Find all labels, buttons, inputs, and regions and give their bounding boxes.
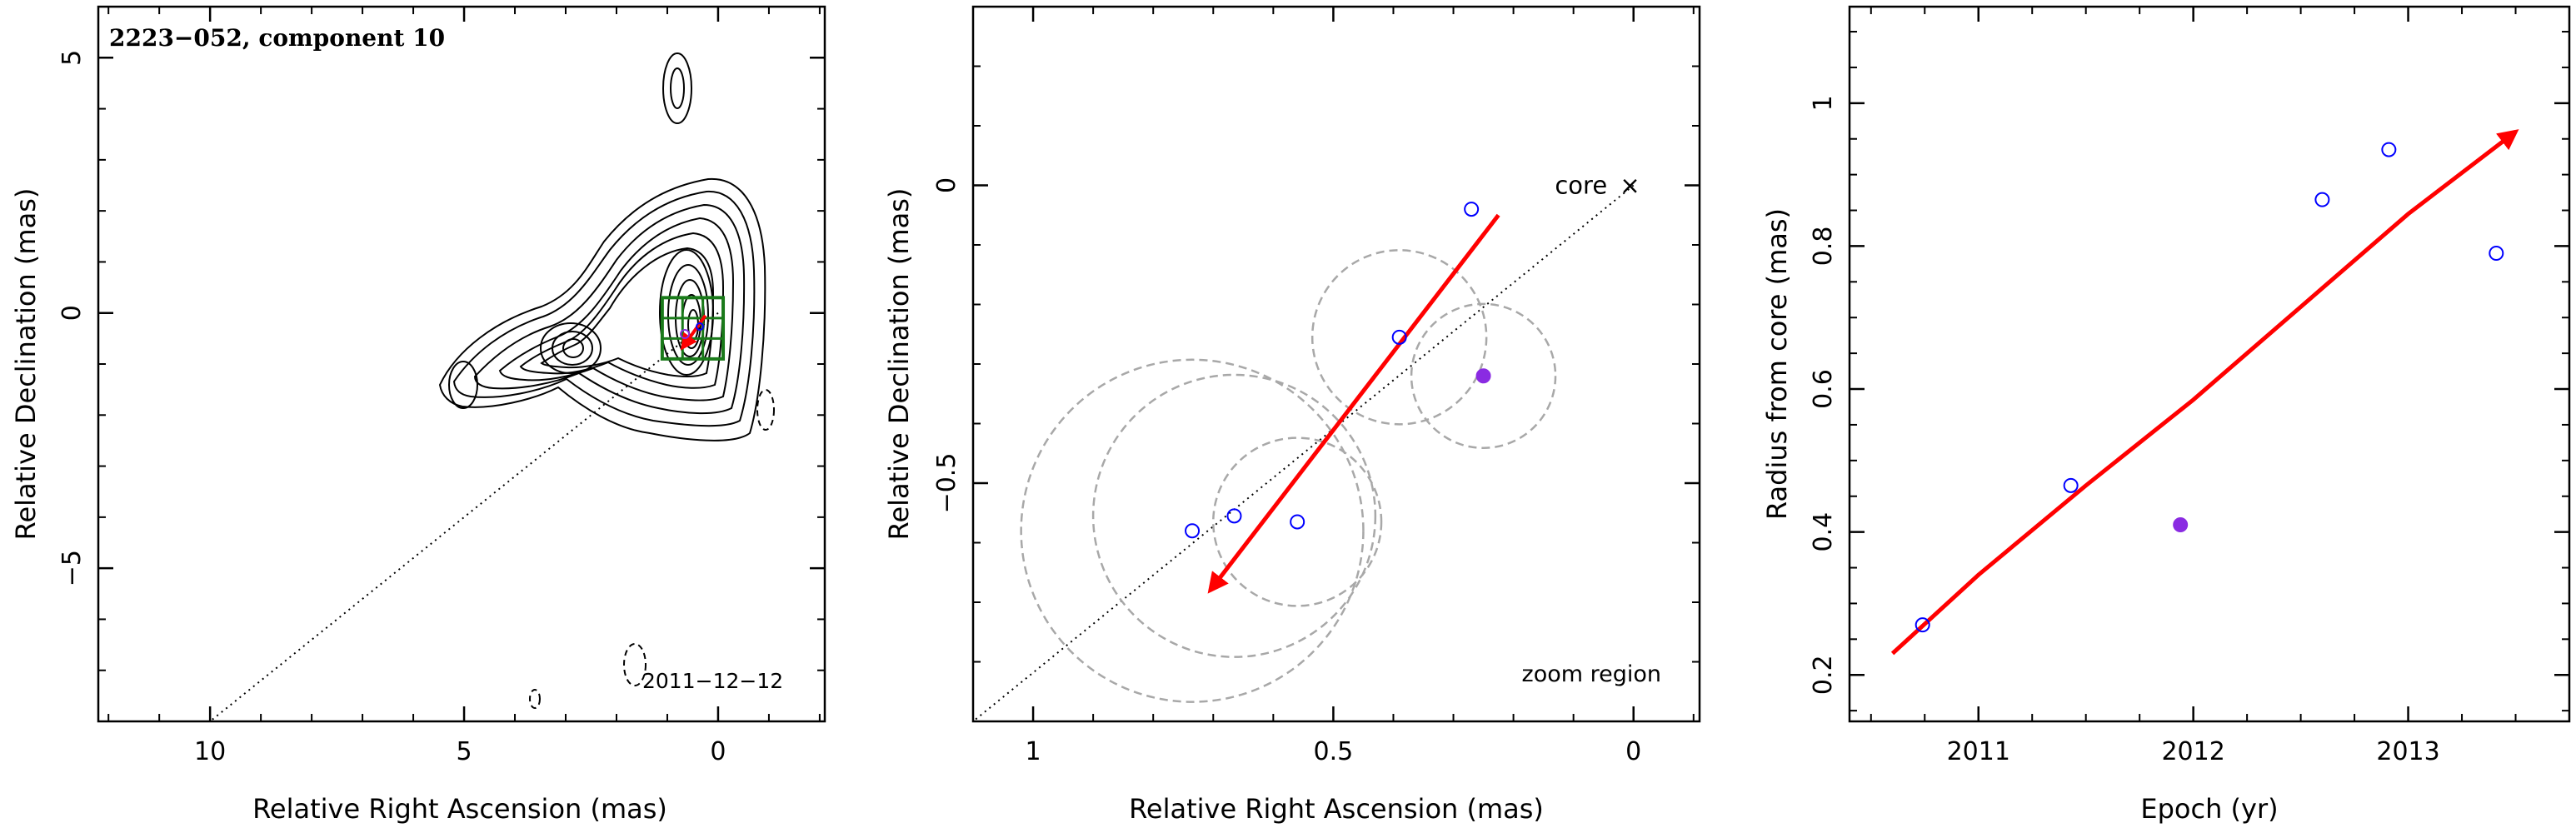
component-point-filled <box>1475 368 1491 384</box>
component-point <box>1391 329 1407 345</box>
radius-point <box>2314 192 2330 207</box>
component-point <box>1290 514 1305 530</box>
y-tick-label: −0.5 <box>932 453 961 514</box>
y-axis-label: Radius from core (mas) <box>1761 208 1793 520</box>
contour-knot-2 <box>552 331 593 366</box>
radius-point-filled <box>2173 517 2189 533</box>
radius-epoch-panel: 2011 2012 2013 0.2 0.4 0.6 0.8 1 Epoch (yr) Rad… <box>1761 5 2571 825</box>
x-axis-label: Relative Right Ascension (mas) <box>252 793 667 825</box>
core-label-text: core <box>1555 172 1607 200</box>
contour-blob-top-1 <box>662 52 692 124</box>
component-size-circle <box>1212 436 1383 607</box>
x-tick-label: 0 <box>1625 737 1641 766</box>
component-point <box>1464 202 1480 217</box>
y-tick-label: 0.4 <box>1809 512 1838 552</box>
component-marker <box>680 329 690 339</box>
component-point <box>1226 508 1242 524</box>
x-tick-label: 2011 <box>1947 737 2010 766</box>
x-tick-label: 5 <box>457 737 472 766</box>
y-tick-label: −5 <box>57 550 87 586</box>
core-marker: × <box>1620 172 1640 200</box>
plot-frame <box>97 5 826 723</box>
x-axis-label: Relative Right Ascension (mas) <box>1129 793 1544 825</box>
x-tick-label: 0.5 <box>1314 737 1354 766</box>
y-tick-label: 0 <box>57 305 87 321</box>
contour-blob-top-2 <box>670 67 685 109</box>
radius-point <box>2063 477 2079 493</box>
x-tick-label: 2012 <box>2161 737 2224 766</box>
component-positions <box>1185 202 1491 539</box>
tick-labels: 10 5 0 5 0 −5 <box>57 50 726 766</box>
fit-curve-arrow <box>1890 129 2519 656</box>
x-tick-label: 10 <box>194 737 226 766</box>
y-tick-label: 5 <box>57 50 87 66</box>
x-tick-label: 1 <box>1026 737 1041 766</box>
neg-contour-2 <box>623 643 646 686</box>
y-tick-label: 1 <box>1809 95 1838 111</box>
y-axis-label: Relative Declination (mas) <box>10 188 42 541</box>
tick-marks <box>98 7 825 721</box>
component-size-circle <box>1310 249 1488 426</box>
radius-point <box>1915 617 1930 633</box>
zoom-panel: 1 0.5 0 0 −0.5 core × zoom region Relative R… <box>883 5 1701 825</box>
radius-point <box>2489 246 2504 262</box>
motion-arrow <box>1207 213 1500 594</box>
tick-marks <box>1850 7 2569 721</box>
x-tick-label: 0 <box>710 737 726 766</box>
neg-contour-3 <box>529 689 541 709</box>
zoom-box-outline <box>660 296 726 361</box>
contour-3 <box>473 203 746 415</box>
contour-core-2 <box>667 264 709 366</box>
component-point <box>1185 523 1201 539</box>
x-axis-label: Epoch (yr) <box>2140 793 2278 825</box>
component-marker <box>696 322 704 331</box>
tick-labels: 2011 2012 2013 0.2 0.4 0.6 0.8 1 <box>1809 95 2440 766</box>
contours <box>438 52 766 441</box>
size-circles <box>1020 249 1557 703</box>
component-size-circle <box>1410 302 1557 450</box>
contour-blob-left <box>448 361 478 409</box>
radius-points <box>1915 142 2504 633</box>
zoom-region-label: zoom region <box>1522 661 1661 687</box>
jet-direction-line <box>972 184 1635 722</box>
contour-outer <box>438 177 766 441</box>
motion-arrow <box>680 314 707 351</box>
contour-knot-3 <box>562 338 584 358</box>
y-tick-label: 0 <box>932 177 961 193</box>
neg-contour-1 <box>756 389 775 431</box>
panel-title: 2223−052, component 10 <box>109 24 445 52</box>
contour-map-panel: 10 5 0 5 0 −5 <box>10 5 826 825</box>
tick-marks <box>972 6 1700 722</box>
core-label: core × <box>1555 172 1640 200</box>
y-tick-label: 0.2 <box>1809 655 1838 695</box>
date-label: 2011−12−12 <box>642 669 783 693</box>
y-tick-label: 0.8 <box>1809 227 1838 267</box>
tick-labels: 1 0.5 0 0 −0.5 <box>932 177 1641 766</box>
x-tick-label: 2013 <box>2376 737 2439 766</box>
contour-core-1 <box>659 249 714 376</box>
negative-contours <box>529 389 775 709</box>
y-axis-label: Relative Declination (mas) <box>883 188 915 541</box>
contour-4 <box>498 217 735 402</box>
component-size-circle <box>1091 373 1377 658</box>
y-tick-label: 0.6 <box>1809 369 1838 409</box>
contour-2 <box>452 190 756 427</box>
contour-knot-1 <box>540 322 602 374</box>
component-size-circle <box>1020 358 1365 703</box>
plot-frame <box>1848 5 2571 723</box>
jet-direction-line <box>209 312 719 722</box>
radius-point <box>2381 142 2397 157</box>
